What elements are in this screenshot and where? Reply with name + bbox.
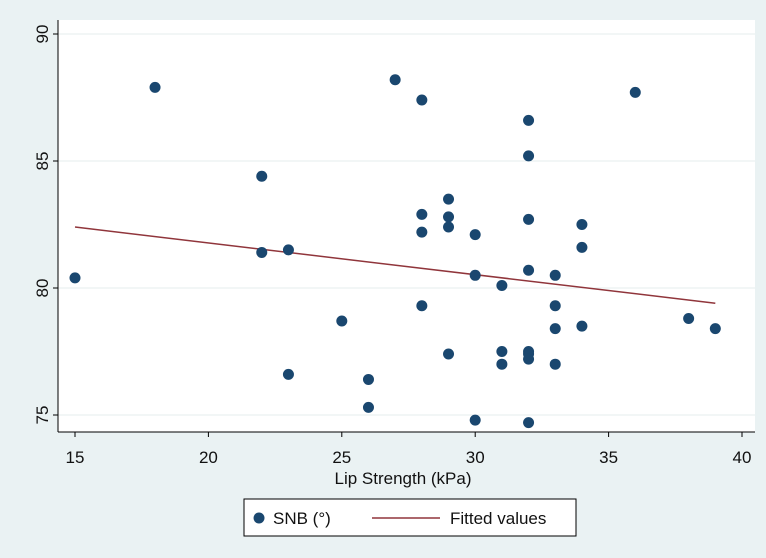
data-point-40: [683, 312, 695, 324]
data-point-3: [256, 246, 268, 258]
data-point-14: [443, 193, 455, 205]
data-point-39: [629, 86, 641, 98]
data-point-38: [576, 320, 588, 332]
legend-marker-snb: [253, 512, 265, 524]
plot-area: [58, 20, 755, 432]
legend-label-snb: SNB (°): [273, 509, 331, 528]
y-tick-label-85: 85: [33, 152, 52, 171]
data-point-30: [523, 353, 535, 365]
data-point-32: [549, 269, 561, 281]
data-point-8: [362, 401, 374, 413]
data-point-22: [496, 346, 508, 357]
data-point-34: [549, 323, 561, 335]
x-tick-label-25: 25: [332, 448, 351, 467]
data-point-16: [443, 221, 455, 233]
data-point-7: [362, 373, 374, 385]
data-point-23: [496, 358, 508, 370]
data-point-35: [549, 358, 561, 370]
data-point-2: [256, 170, 268, 182]
data-point-31: [523, 417, 535, 429]
data-point-27: [523, 264, 535, 276]
data-point-21: [496, 279, 508, 291]
y-tick-label-80: 80: [33, 279, 52, 298]
data-point-13: [416, 300, 428, 312]
data-point-5: [282, 368, 294, 380]
data-point-9: [389, 74, 401, 86]
data-point-33: [549, 300, 561, 312]
gridlines: [58, 33, 755, 416]
data-point-11: [416, 208, 428, 220]
x-axis-title: Lip Strength (kPa): [334, 469, 471, 488]
legend-label-fitted: Fitted values: [450, 509, 546, 528]
data-point-12: [416, 226, 428, 238]
fitted-line-layer: [74, 226, 716, 304]
data-point-24: [523, 114, 535, 126]
data-point-10: [416, 94, 428, 106]
x-tick-label-30: 30: [466, 448, 485, 467]
axes: [53, 20, 755, 437]
y-tick-label-90: 90: [33, 25, 52, 44]
y-tick-label-75: 75: [33, 406, 52, 425]
data-point-6: [336, 315, 348, 327]
x-tick-label-15: 15: [66, 448, 85, 467]
fitted-values-line: [74, 226, 716, 304]
data-point-26: [523, 213, 535, 225]
tick-labels: 75 80 85 90 15 20 25 30 35 40: [33, 25, 751, 467]
data-point-19: [469, 269, 481, 281]
data-point-36: [576, 219, 588, 230]
data-point-37: [576, 241, 588, 253]
x-tick-label-20: 20: [199, 448, 218, 467]
data-point-4: [282, 244, 294, 256]
data-point-18: [469, 229, 481, 241]
data-point-17: [443, 348, 455, 360]
data-point-25: [523, 150, 535, 162]
data-point-41: [709, 323, 721, 335]
scatter-points: [69, 74, 721, 429]
data-point-1: [149, 81, 161, 93]
data-point-0: [69, 272, 81, 284]
legend: SNB (°) Fitted values: [243, 498, 577, 537]
data-point-15: [443, 211, 455, 223]
data-point-20: [469, 414, 481, 426]
x-tick-label-35: 35: [599, 448, 618, 467]
x-tick-label-40: 40: [733, 448, 752, 467]
